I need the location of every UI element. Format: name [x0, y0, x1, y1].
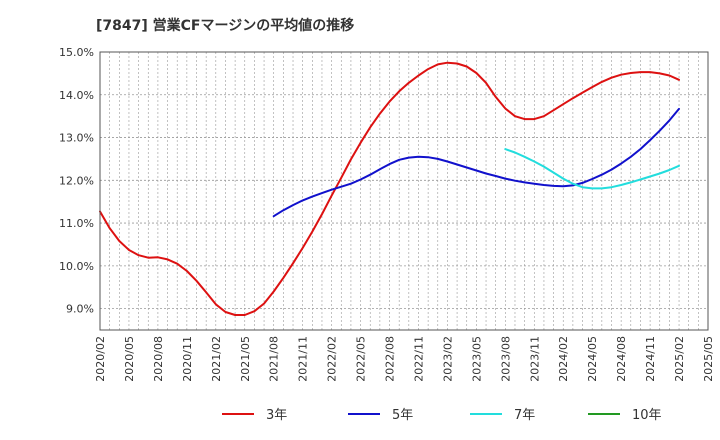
- x-tick-label: 2024/02: [557, 336, 570, 382]
- x-tick-label: 2024/08: [615, 336, 628, 382]
- series-line-3年: [99, 61, 680, 316]
- plot-area: [100, 52, 708, 330]
- legend-label: 10年: [632, 408, 662, 423]
- legend-label: 3年: [266, 408, 287, 423]
- y-tick-label: 13.0%: [59, 132, 94, 145]
- x-tick-label: 2020/02: [94, 336, 107, 382]
- x-tick-label: 2021/05: [239, 336, 252, 382]
- legend-label: 7年: [514, 408, 535, 423]
- y-tick-label: 10.0%: [59, 260, 94, 273]
- legend: 3年 5年 7年 10年: [222, 408, 662, 423]
- series-line-5年: [272, 107, 680, 218]
- x-tick-label: 2025/05: [702, 336, 715, 382]
- x-tick-label: 2022/05: [355, 336, 368, 382]
- x-tick-label: 2021/08: [268, 336, 281, 382]
- chart-title: [7847] 営業CFマージンの平均値の推移: [96, 17, 354, 34]
- x-tick-label: 2022/02: [326, 336, 339, 382]
- x-axis-ticks: 2020/02 2020/05 2020/08 2020/11 2021/02 2021/…: [94, 336, 715, 382]
- x-tick-label: 2022/08: [384, 336, 397, 382]
- y-tick-label: 15.0%: [59, 46, 94, 59]
- x-tick-label: 2022/11: [412, 336, 425, 382]
- y-tick-label: 12.0%: [59, 174, 94, 187]
- series-line-7年: [504, 148, 680, 190]
- x-tick-label: 2020/08: [152, 336, 165, 382]
- legend-label: 5年: [392, 408, 413, 423]
- y-axis-ticks: 9.0% 10.0% 11.0% 12.0% 13.0% 14.0% 15.0%: [59, 46, 94, 316]
- x-tick-label: 2023/02: [441, 336, 454, 382]
- plot-frame: [99, 51, 709, 331]
- x-tick-label: 2020/05: [123, 336, 136, 382]
- x-tick-label: 2025/02: [673, 336, 686, 382]
- x-tick-label: 2023/05: [470, 336, 483, 382]
- y-tick-label: 14.0%: [59, 89, 94, 102]
- y-tick-label: 11.0%: [59, 217, 94, 230]
- series-lines: [99, 61, 680, 316]
- x-tick-label: 2021/02: [210, 336, 223, 382]
- x-tick-label: 2023/08: [499, 336, 512, 382]
- x-tick-label: 2023/11: [528, 336, 541, 382]
- x-tick-label: 2020/11: [181, 336, 194, 382]
- x-tick-label: 2024/11: [644, 336, 657, 382]
- x-tick-label: 2024/05: [586, 336, 599, 382]
- y-tick-label: 9.0%: [66, 303, 94, 316]
- x-tick-label: 2021/11: [297, 336, 310, 382]
